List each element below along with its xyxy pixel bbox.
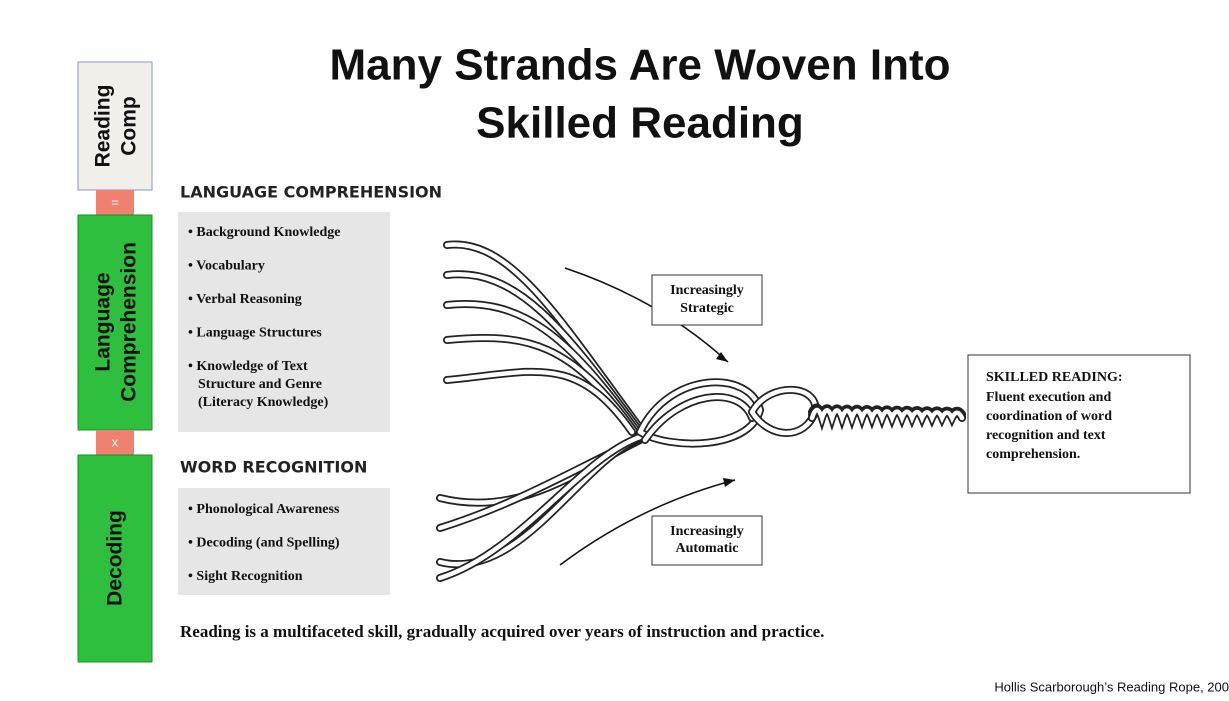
list-item: • Knowledge of Text bbox=[188, 359, 308, 374]
citation: Hollis Scarborough’s Reading Rope, 200 bbox=[994, 679, 1229, 694]
list-item: • Vocabulary bbox=[188, 259, 265, 274]
footer: Reading is a multifaceted skill, gradual… bbox=[180, 622, 824, 641]
slide: Many Strands Are Woven Into Skilled Read… bbox=[0, 0, 1229, 701]
list-item: • Language Structures bbox=[188, 326, 322, 341]
callout-text: Automatic bbox=[676, 541, 739, 556]
list-item: • Decoding (and Spelling) bbox=[188, 536, 340, 551]
list-item: Structure and Genre bbox=[198, 377, 322, 392]
section-heading: LANGUAGE COMPREHENSION bbox=[180, 183, 442, 202]
list-item: • Background Knowledge bbox=[188, 225, 340, 240]
title: Many Strands Are Woven Into bbox=[330, 41, 951, 90]
operator: x bbox=[112, 434, 119, 449]
skilled-reading-heading: SKILLED READING: bbox=[986, 370, 1123, 385]
list-item: • Verbal Reasoning bbox=[188, 292, 302, 307]
list-item: (Literacy Knowledge) bbox=[198, 395, 329, 410]
language-box bbox=[78, 215, 152, 430]
skilled-reading-line: Fluent execution and bbox=[986, 390, 1111, 405]
list-item: • Phonological Awareness bbox=[188, 502, 340, 517]
sidebar-label: Decoding bbox=[104, 510, 127, 606]
title: Skilled Reading bbox=[476, 99, 804, 148]
sidebar-label: Comp bbox=[118, 96, 141, 156]
section-heading: WORD RECOGNITION bbox=[180, 458, 367, 477]
callout-text: Increasingly bbox=[670, 524, 744, 539]
sidebar-label: Comprehension bbox=[118, 242, 141, 402]
sidebar-label: Reading bbox=[92, 85, 115, 168]
skilled-reading-line: recognition and text bbox=[986, 428, 1106, 443]
reading-comp-box bbox=[78, 62, 152, 190]
callout-text: Increasingly bbox=[670, 283, 744, 298]
operator: = bbox=[111, 194, 119, 209]
skilled-reading-line: comprehension. bbox=[986, 447, 1080, 462]
sidebar-label: Language bbox=[92, 272, 115, 371]
skilled-reading-line: coordination of word bbox=[986, 409, 1112, 424]
list-item: • Sight Recognition bbox=[188, 569, 303, 584]
callout-text: Strategic bbox=[680, 301, 734, 316]
